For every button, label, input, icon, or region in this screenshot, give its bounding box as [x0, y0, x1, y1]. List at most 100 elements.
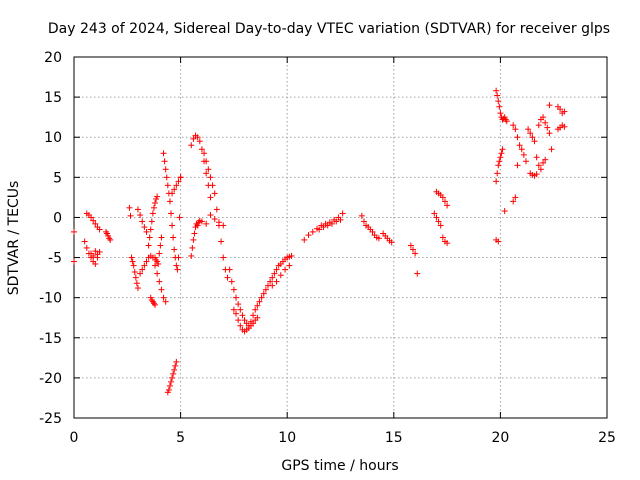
series-sat-a: [71, 210, 103, 265]
data-point: [161, 158, 168, 165]
series-sat-t: [269, 262, 293, 289]
data-point: [254, 314, 261, 321]
data-point: [213, 206, 220, 213]
data-point: [439, 194, 446, 201]
data-point: [189, 244, 196, 251]
data-point: [188, 142, 195, 149]
data-points: [71, 87, 568, 396]
y-tick-label: -20: [39, 371, 62, 387]
data-point: [203, 158, 210, 165]
y-tick-label: -15: [39, 331, 62, 347]
data-point: [224, 274, 231, 281]
data-point: [175, 254, 182, 261]
data-point: [529, 134, 536, 141]
y-tick-label: -5: [48, 251, 62, 267]
data-point: [143, 228, 150, 235]
data-point: [241, 317, 248, 324]
series-sat-z: [433, 188, 451, 209]
data-point: [437, 222, 444, 229]
data-point: [328, 220, 335, 227]
data-point: [177, 174, 184, 181]
data-point: [301, 236, 308, 243]
data-point: [156, 250, 163, 257]
data-point: [88, 214, 95, 221]
series-sat-p: [201, 150, 231, 281]
data-point: [170, 234, 177, 241]
x-tick-label: 20: [491, 430, 509, 446]
data-point: [497, 110, 504, 117]
data-point: [96, 248, 103, 255]
data-point: [176, 214, 183, 221]
data-point: [230, 306, 237, 313]
y-tick-label: -10: [39, 291, 62, 307]
series-sat-m: [169, 174, 184, 197]
data-point: [190, 236, 197, 243]
data-point: [444, 202, 451, 209]
series-sat-aj: [546, 102, 555, 153]
data-point: [218, 238, 225, 245]
data-point: [252, 306, 259, 313]
data-point: [495, 162, 502, 169]
data-point: [149, 210, 156, 217]
data-point: [128, 254, 135, 261]
chart-title: Day 243 of 2024, Sidereal Day-to-day VTE…: [48, 21, 610, 37]
data-point: [172, 362, 179, 369]
series-sat-af: [510, 162, 521, 205]
data-point: [127, 212, 134, 219]
data-point: [260, 290, 267, 297]
data-point: [516, 142, 523, 149]
ticks: [73, 56, 608, 419]
data-point: [309, 228, 316, 235]
data-point: [277, 272, 284, 279]
data-point: [337, 216, 344, 223]
y-tick-labels: -25 -20 -15 -10 -5 0 5 10 15 20: [39, 50, 62, 427]
data-point: [71, 228, 77, 235]
data-point: [360, 218, 367, 225]
data-point: [512, 126, 519, 133]
data-point: [561, 108, 568, 115]
data-point: [250, 320, 257, 327]
data-point: [90, 252, 97, 259]
data-point: [143, 258, 150, 265]
series-sat-x: [380, 230, 395, 246]
data-point: [497, 154, 504, 161]
data-point: [150, 204, 157, 211]
y-tick-label: 0: [53, 210, 62, 226]
data-point: [203, 220, 210, 227]
data-point: [542, 156, 549, 163]
series-sat-r: [226, 252, 295, 329]
data-point: [273, 266, 280, 273]
data-point: [174, 266, 181, 273]
y-tick-label: 10: [44, 130, 62, 146]
x-axis-title: GPS time / hours: [281, 458, 398, 474]
data-point: [198, 146, 205, 153]
data-point: [205, 166, 212, 173]
data-point: [175, 178, 182, 185]
data-point: [207, 212, 214, 219]
series-sat-l: [164, 358, 180, 396]
data-point: [194, 134, 201, 141]
data-point: [139, 266, 146, 273]
data-point: [498, 150, 505, 157]
data-point: [92, 260, 99, 267]
data-point: [339, 210, 346, 217]
data-point: [544, 124, 551, 131]
grid: [74, 57, 607, 418]
x-tick-labels: 0 5 10 15 20 25: [70, 430, 616, 446]
data-point: [495, 98, 502, 105]
data-point: [137, 270, 144, 277]
data-point: [166, 198, 173, 205]
data-point: [320, 224, 327, 231]
series-sat-v: [316, 216, 344, 233]
data-point: [444, 240, 451, 247]
data-point: [173, 182, 180, 189]
data-point: [512, 194, 519, 201]
data-point: [286, 262, 293, 269]
data-point: [169, 374, 176, 381]
data-point: [170, 370, 177, 377]
data-point: [131, 268, 138, 275]
data-point: [324, 222, 331, 229]
data-point: [154, 270, 161, 277]
data-point: [152, 262, 159, 269]
